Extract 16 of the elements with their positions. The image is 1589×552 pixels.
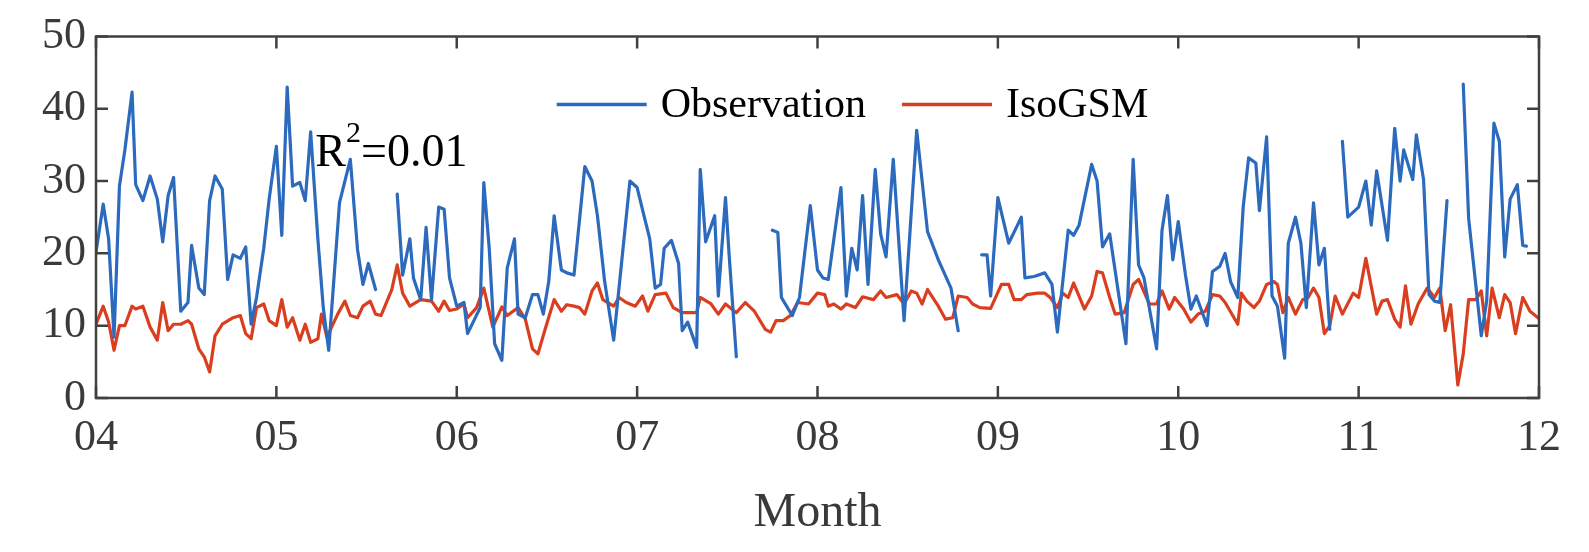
y-tick-label: 10: [42, 298, 86, 348]
y-tick-label: 20: [42, 225, 86, 275]
y-tick-label: 40: [42, 81, 86, 131]
x-tick-label: 09: [975, 410, 1020, 460]
x-tick-label: 05: [254, 410, 299, 460]
x-tick-label: 08: [795, 410, 840, 460]
x-tick-label: 06: [434, 410, 479, 460]
x-tick-label: 11: [1337, 410, 1380, 460]
legend-label: IsoGSM: [1005, 80, 1149, 127]
x-tick-label: 12: [1517, 410, 1561, 460]
legend-label: Observation: [660, 80, 866, 127]
x-axis-title: Month: [753, 482, 882, 536]
y-tick-label: 50: [42, 8, 86, 58]
x-tick-label: 10: [1156, 410, 1201, 460]
y-tick-label: 30: [42, 153, 86, 203]
x-tick-label: 07: [615, 410, 660, 460]
